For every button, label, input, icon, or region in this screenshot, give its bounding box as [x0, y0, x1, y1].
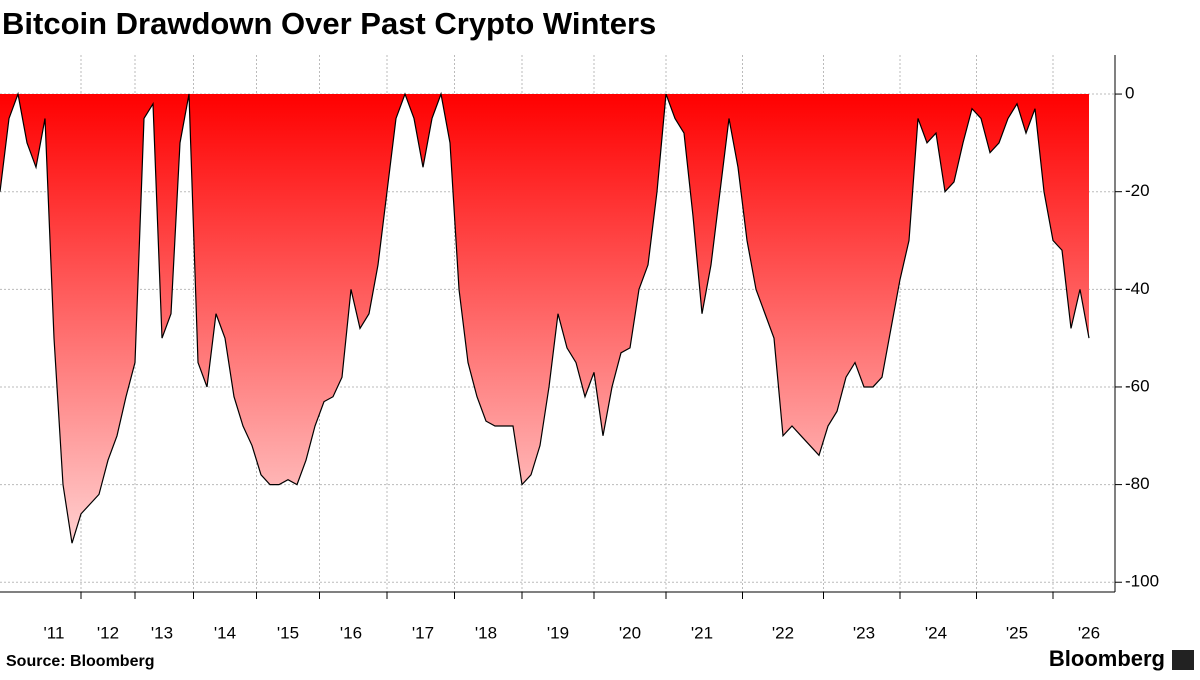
y-tick-label: -40	[1125, 279, 1150, 298]
source: Source: Bloomberg	[6, 653, 154, 670]
x-tick-label: '23	[853, 623, 875, 642]
chart-title: Bitcoin Drawdown Over Past Crypto Winter…	[2, 6, 656, 41]
x-tick-label: '17	[412, 623, 434, 642]
x-tick-label: '19	[547, 623, 569, 642]
x-tick-label: '11	[44, 623, 65, 642]
x-tick-label: '14	[214, 623, 236, 642]
y-tick-label: -60	[1125, 376, 1150, 395]
x-tick-label: '24	[925, 623, 947, 642]
brand: Bloomberg	[1049, 646, 1165, 671]
x-tick-label: '16	[340, 623, 362, 642]
x-tick-label: '15	[277, 623, 299, 642]
y-tick-label: 0	[1125, 84, 1134, 103]
area	[0, 94, 1089, 544]
y-tick-label: -20	[1125, 181, 1150, 200]
y-tick-label: -80	[1125, 474, 1150, 493]
x-tick-label: '26	[1078, 623, 1100, 642]
x-tick-label: '20	[619, 623, 641, 642]
x-tick-label: '25	[1006, 623, 1028, 642]
x-tick-label: '21	[691, 623, 713, 642]
brand-icon	[1172, 650, 1194, 670]
y-tick-label: -100	[1125, 572, 1159, 591]
x-tick-label: '12	[97, 623, 119, 642]
x-tick-label: '18	[475, 623, 497, 642]
line	[0, 91, 1090, 544]
x-tick-label: '22	[772, 623, 794, 642]
x-tick-label: '13	[151, 623, 173, 642]
